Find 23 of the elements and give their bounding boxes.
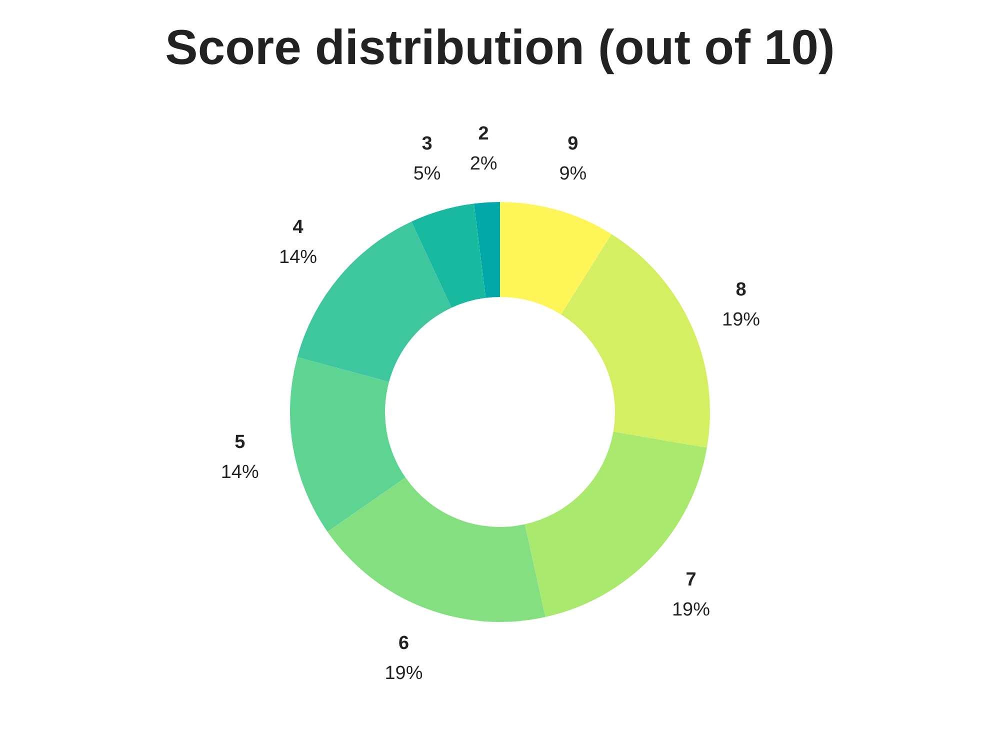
slice-label: 6 (398, 632, 410, 654)
data-label: 9% (559, 163, 587, 184)
data-label: 19% (384, 662, 423, 684)
slice-label: 3 (422, 133, 432, 154)
slice-label: 9 (568, 133, 578, 154)
donut-slice (411, 204, 486, 308)
data-label: 19% (672, 599, 710, 620)
slice-label: 5 (234, 432, 246, 453)
data-label: 5% (413, 163, 441, 184)
data-label: 14% (279, 246, 318, 268)
chart-title: Score distribution (out of 10) (165, 21, 835, 75)
slice-label: 7 (686, 569, 696, 590)
donut-slice (327, 478, 546, 622)
data-label: 14% (220, 462, 259, 483)
donut-slice (500, 202, 612, 315)
donut-slice (290, 357, 406, 532)
slice-label: 8 (736, 279, 746, 300)
donut-slice (474, 202, 500, 298)
slice-label: 4 (292, 216, 304, 238)
slice-label: 2 (478, 124, 489, 145)
donut-slice (561, 234, 710, 448)
data-label: 2% (470, 154, 498, 175)
data-label: 19% (722, 309, 760, 330)
